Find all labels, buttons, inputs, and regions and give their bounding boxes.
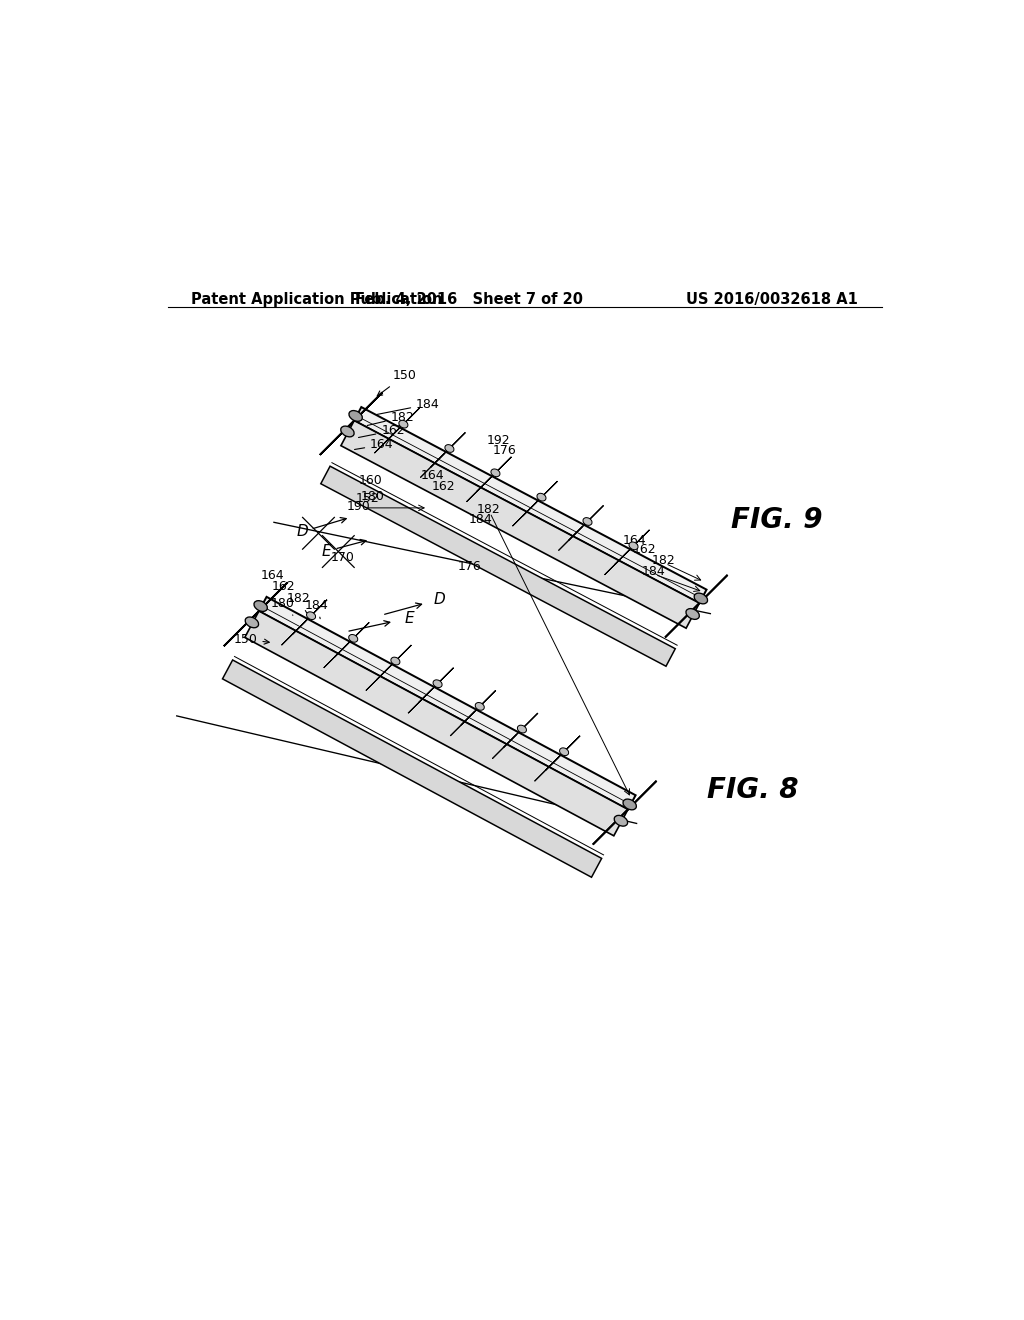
Text: 182: 182 (368, 411, 415, 425)
Polygon shape (259, 597, 636, 809)
Polygon shape (614, 529, 649, 565)
Polygon shape (335, 623, 370, 657)
Text: D: D (297, 524, 308, 539)
Polygon shape (292, 599, 327, 635)
Ellipse shape (686, 609, 699, 619)
Polygon shape (385, 408, 420, 444)
Polygon shape (366, 667, 390, 690)
Text: FIG. 9: FIG. 9 (731, 506, 822, 533)
Ellipse shape (694, 593, 708, 603)
Ellipse shape (444, 445, 454, 453)
Polygon shape (341, 421, 699, 628)
Text: 184: 184 (305, 599, 329, 619)
Text: 150: 150 (233, 632, 269, 645)
Text: FIG. 8: FIG. 8 (708, 776, 799, 804)
Text: D: D (433, 591, 445, 607)
Polygon shape (522, 482, 557, 516)
Polygon shape (546, 735, 580, 771)
Polygon shape (224, 582, 288, 647)
Text: 160: 160 (358, 474, 382, 487)
Polygon shape (282, 622, 305, 645)
Polygon shape (568, 506, 603, 540)
Ellipse shape (349, 635, 357, 643)
Polygon shape (503, 713, 538, 748)
Ellipse shape (537, 494, 546, 502)
Polygon shape (558, 527, 583, 550)
Text: 164: 164 (354, 438, 394, 451)
Polygon shape (535, 758, 559, 781)
Text: 176: 176 (458, 560, 481, 573)
Polygon shape (222, 660, 602, 878)
Text: 182: 182 (652, 554, 676, 568)
Polygon shape (409, 689, 432, 713)
Polygon shape (451, 711, 474, 735)
Ellipse shape (490, 469, 500, 477)
Polygon shape (354, 407, 707, 603)
Polygon shape (467, 478, 490, 502)
Ellipse shape (475, 702, 484, 710)
Polygon shape (321, 466, 675, 667)
Text: 184: 184 (469, 513, 493, 525)
Ellipse shape (517, 725, 526, 733)
Polygon shape (375, 429, 398, 453)
Text: 164: 164 (261, 569, 285, 589)
Ellipse shape (614, 816, 628, 826)
Polygon shape (665, 576, 728, 638)
Text: US 2016/0032618 A1: US 2016/0032618 A1 (686, 292, 858, 306)
Polygon shape (593, 781, 656, 845)
Ellipse shape (399, 420, 408, 428)
Ellipse shape (341, 426, 354, 437)
Polygon shape (377, 645, 412, 680)
Ellipse shape (245, 616, 259, 628)
Polygon shape (461, 690, 496, 725)
Ellipse shape (391, 657, 400, 665)
Polygon shape (604, 550, 629, 574)
Text: Feb. 4, 2016   Sheet 7 of 20: Feb. 4, 2016 Sheet 7 of 20 (355, 292, 584, 306)
Text: 182: 182 (476, 503, 500, 516)
Text: 176: 176 (493, 444, 516, 457)
Polygon shape (476, 457, 511, 491)
Text: 192: 192 (486, 434, 510, 447)
Text: E: E (404, 611, 415, 627)
Text: 190: 190 (346, 500, 370, 513)
Text: 150: 150 (377, 370, 416, 396)
Text: 162: 162 (271, 579, 295, 602)
Text: 182: 182 (287, 593, 310, 612)
Polygon shape (324, 644, 348, 668)
Text: E: E (322, 544, 331, 560)
Text: 164: 164 (623, 533, 646, 546)
Text: 184: 184 (641, 565, 666, 578)
Text: 152: 152 (355, 491, 380, 504)
Polygon shape (319, 392, 382, 455)
Text: 170: 170 (331, 550, 354, 564)
Polygon shape (421, 453, 444, 478)
Polygon shape (431, 433, 465, 467)
Polygon shape (245, 611, 628, 836)
Polygon shape (512, 502, 537, 527)
Text: Patent Application Publication: Patent Application Publication (191, 292, 443, 306)
Text: 164: 164 (421, 470, 444, 482)
Ellipse shape (559, 748, 568, 755)
Text: 162: 162 (633, 543, 656, 556)
Text: 162: 162 (358, 424, 404, 437)
Ellipse shape (583, 517, 592, 525)
Polygon shape (493, 734, 516, 759)
Polygon shape (419, 668, 454, 702)
Ellipse shape (433, 680, 442, 688)
Ellipse shape (623, 799, 636, 810)
Text: 162: 162 (432, 479, 456, 492)
Ellipse shape (629, 543, 638, 549)
Ellipse shape (349, 411, 362, 421)
Ellipse shape (306, 611, 315, 619)
Text: 180: 180 (270, 597, 295, 615)
Text: 180: 180 (360, 490, 384, 503)
Ellipse shape (254, 601, 267, 611)
Text: 184: 184 (377, 397, 440, 414)
